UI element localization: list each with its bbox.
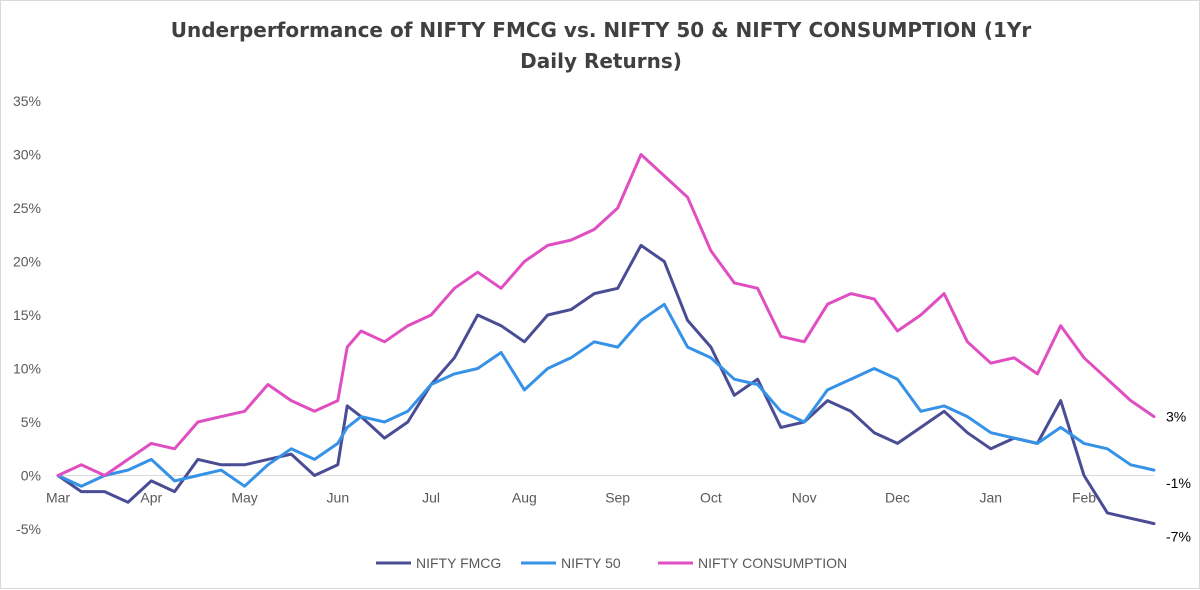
y-tick-label: -5% (16, 521, 41, 537)
chart-title: Underperformance of NIFTY FMCG vs. NIFTY… (170, 18, 1032, 73)
end-label: 3% (1166, 409, 1186, 425)
end-labels: -7% -1% 3% (1166, 409, 1191, 545)
legend-label: NIFTY CONSUMPTION (698, 555, 847, 571)
x-axis-ticks: Mar Apr May Jun Jul Aug Sep Oct Nov Dec Jan Feb (46, 490, 1096, 506)
legend-label: NIFTY 50 (561, 555, 621, 571)
x-tick-label: Jul (422, 490, 440, 506)
x-tick-label: Apr (140, 490, 162, 506)
legend: NIFTY FMCG NIFTY 50 NIFTY CONSUMPTION (376, 555, 847, 571)
series-lines (56, 153, 1156, 526)
y-tick-label: 30% (13, 147, 41, 163)
x-tick-label: Feb (1072, 490, 1096, 506)
end-label: -1% (1166, 475, 1191, 491)
y-tick-label: 10% (13, 361, 41, 377)
y-tick-label: 35% (13, 93, 41, 109)
y-tick-label: 15% (13, 307, 41, 323)
x-tick-label: Oct (700, 490, 722, 506)
gridlines (58, 475, 1154, 476)
x-tick-label: Jan (979, 490, 1002, 506)
x-tick-label: Sep (605, 490, 630, 506)
series-line (56, 243, 1156, 526)
end-label: -7% (1166, 529, 1191, 545)
y-tick-label: 25% (13, 200, 41, 216)
x-tick-label: Jun (327, 490, 350, 506)
series-line (56, 302, 1156, 488)
y-tick-label: 5% (21, 414, 41, 430)
x-tick-label: Aug (512, 490, 537, 506)
series-line (56, 153, 1156, 477)
y-axis-ticks: -5% 0% 5% 10% 15% 20% 25% 30% 35% (13, 93, 41, 537)
x-tick-label: Dec (885, 490, 910, 506)
y-tick-label: 0% (21, 468, 41, 484)
x-tick-label: Mar (46, 490, 70, 506)
x-tick-label: May (231, 490, 257, 506)
legend-label: NIFTY FMCG (416, 555, 501, 571)
x-tick-label: Nov (792, 490, 817, 506)
y-tick-label: 20% (13, 254, 41, 270)
